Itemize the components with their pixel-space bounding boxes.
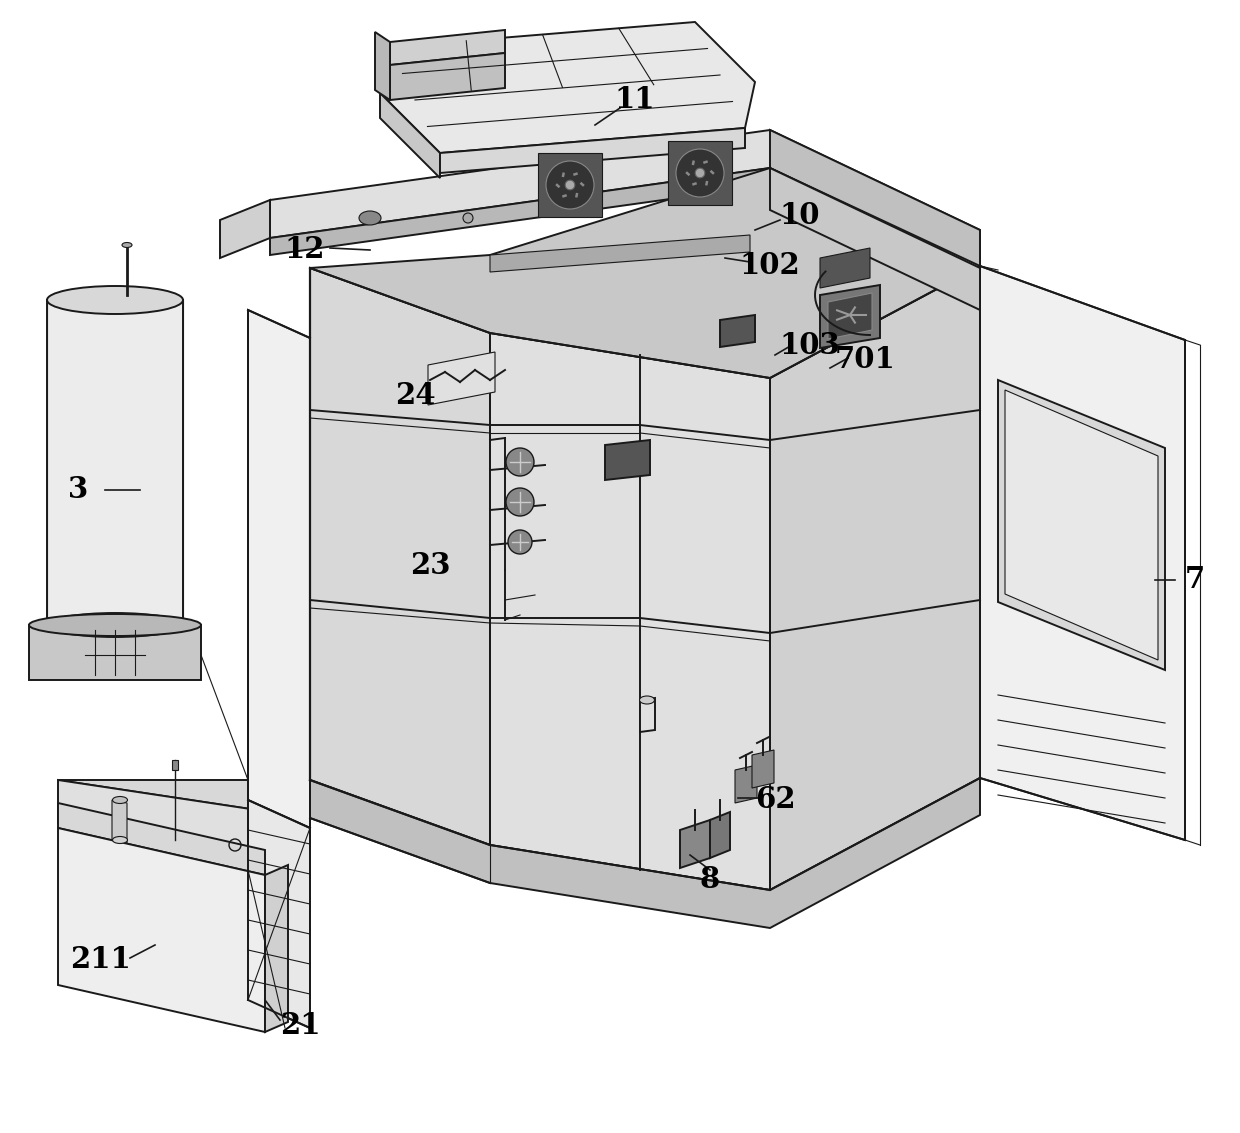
Polygon shape [720,315,755,347]
Polygon shape [29,625,201,680]
Polygon shape [770,266,980,891]
Polygon shape [640,698,655,732]
Ellipse shape [640,696,655,704]
Text: 12: 12 [285,236,325,264]
Text: 24: 24 [394,381,435,409]
Polygon shape [391,29,505,65]
Ellipse shape [47,613,184,637]
Polygon shape [58,780,490,845]
Polygon shape [428,352,495,404]
Polygon shape [980,266,1185,840]
Polygon shape [379,22,755,153]
Polygon shape [248,310,310,828]
Ellipse shape [122,242,131,247]
Circle shape [565,180,575,190]
Polygon shape [490,333,770,891]
Polygon shape [265,864,288,1032]
Circle shape [463,213,472,223]
Polygon shape [751,750,774,787]
Polygon shape [605,440,650,480]
Polygon shape [379,93,440,178]
Polygon shape [820,248,870,288]
Polygon shape [374,32,391,100]
Circle shape [508,530,532,554]
Text: 701: 701 [835,346,895,375]
Text: 11: 11 [615,85,655,114]
Polygon shape [770,130,980,269]
Polygon shape [58,780,310,855]
Polygon shape [58,828,265,1032]
Circle shape [506,448,534,476]
Polygon shape [828,293,872,339]
Polygon shape [310,269,490,845]
Polygon shape [58,803,265,875]
Polygon shape [310,778,980,928]
Text: 7: 7 [1185,565,1205,595]
Polygon shape [219,201,270,258]
Polygon shape [270,130,980,269]
Text: 10: 10 [780,201,820,230]
Text: 211: 211 [69,946,130,974]
Polygon shape [270,168,770,255]
Polygon shape [770,168,980,310]
Text: 3: 3 [68,476,88,504]
Ellipse shape [29,614,201,636]
Polygon shape [391,53,505,100]
Polygon shape [735,765,756,803]
Circle shape [506,488,534,516]
Text: 62: 62 [755,785,795,815]
Polygon shape [490,235,750,272]
Ellipse shape [113,796,128,803]
Polygon shape [711,812,730,858]
Polygon shape [112,800,126,843]
Text: 21: 21 [280,1011,320,1039]
Circle shape [696,168,704,178]
Text: 23: 23 [409,551,450,579]
Ellipse shape [47,286,184,314]
Polygon shape [680,820,711,868]
Polygon shape [538,153,601,218]
Polygon shape [310,168,980,378]
Polygon shape [820,286,880,348]
Text: 8: 8 [699,866,720,894]
Circle shape [546,161,594,208]
Polygon shape [668,140,732,205]
Polygon shape [440,128,745,173]
Ellipse shape [113,836,128,843]
Polygon shape [998,380,1166,670]
Polygon shape [172,760,179,770]
Text: 102: 102 [739,250,800,280]
Text: 103: 103 [780,331,841,359]
Polygon shape [58,820,310,858]
Ellipse shape [360,211,381,225]
Polygon shape [248,800,310,1028]
Polygon shape [1004,390,1158,661]
Polygon shape [47,300,184,625]
Circle shape [676,150,724,197]
